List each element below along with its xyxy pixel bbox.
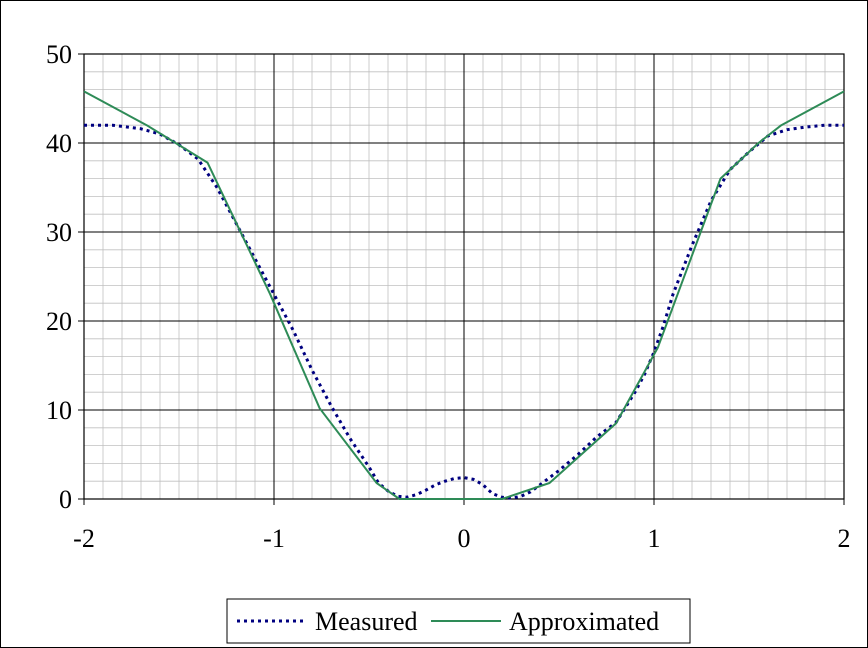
legend: Measured Approximated — [226, 598, 691, 644]
y-tick-label: 20 — [46, 307, 72, 336]
series-layer — [83, 90, 845, 500]
y-tick-label: 0 — [59, 485, 72, 514]
tick-labels: 0 10 20 30 40 50 -2 -1 0 1 2 — [46, 40, 851, 553]
x-tick-label: 2 — [838, 524, 851, 553]
series-line-measured — [84, 123, 844, 500]
x-tick-label: 1 — [648, 524, 661, 553]
x-tick-label: 0 — [458, 524, 471, 553]
y-tick-label: 40 — [46, 129, 72, 158]
legend-label-approximated: Approximated — [509, 607, 659, 636]
x-tick-label: -1 — [263, 524, 285, 553]
y-tick-label: 10 — [46, 396, 72, 425]
y-tick-label: 30 — [46, 218, 72, 247]
x-tick-label: -2 — [73, 524, 95, 553]
y-tick-label: 50 — [46, 40, 72, 69]
series-line-approximated — [83, 90, 845, 500]
legend-label-measured: Measured — [315, 607, 418, 636]
